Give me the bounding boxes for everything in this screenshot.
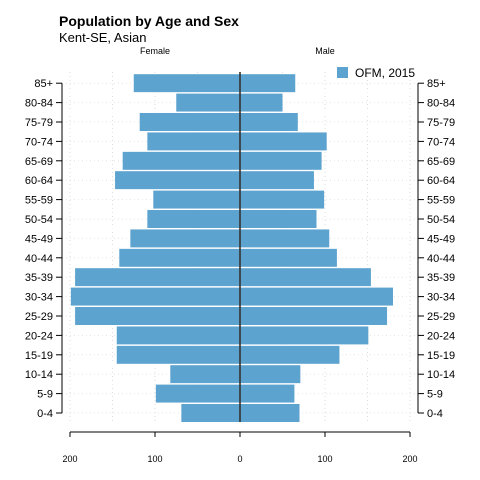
bar-female-15-19 [116, 345, 240, 364]
age-label-right: 40-44 [427, 253, 455, 265]
bar-female-65-69 [122, 151, 240, 170]
bar-female-45-49 [130, 229, 240, 248]
age-label-left: 20-24 [25, 330, 53, 342]
bar-female-25-29 [75, 307, 240, 325]
chart-title: Population by Age and Sex [59, 13, 239, 29]
bar-female-75-79 [139, 113, 240, 131]
bar-female-50-54 [147, 210, 240, 228]
bar-male-15-19 [240, 345, 340, 364]
bar-female-40-44 [119, 248, 240, 267]
age-label-right: 45-49 [427, 233, 455, 245]
bar-female-85+ [133, 74, 240, 93]
age-label-right: 75-79 [427, 117, 455, 129]
age-label-left: 50-54 [25, 214, 53, 226]
age-label-left: 60-64 [25, 175, 53, 187]
age-label-right: 25-29 [427, 311, 455, 323]
side-label-female: Female [140, 46, 170, 56]
x-tick-label: 200 [62, 454, 77, 464]
age-label-left: 15-19 [25, 350, 53, 362]
age-label-right: 30-34 [427, 292, 455, 304]
age-label-left: 65-69 [25, 156, 53, 168]
bar-male-80-84 [240, 93, 283, 112]
x-tick-label: 0 [237, 454, 242, 464]
age-label-right: 15-19 [427, 350, 455, 362]
bar-male-55-59 [240, 190, 325, 209]
bar-female-70-74 [147, 132, 240, 151]
age-label-right: 0-4 [427, 408, 443, 420]
bar-male-25-29 [240, 307, 388, 325]
age-label-left: 40-44 [25, 253, 53, 265]
age-label-right: 65-69 [427, 156, 455, 168]
age-label-left: 30-34 [25, 292, 53, 304]
age-label-right: 20-24 [427, 330, 455, 342]
chart-subtitle: Kent-SE, Asian [59, 30, 147, 45]
bar-male-45-49 [240, 229, 330, 248]
bar-female-35-39 [75, 268, 240, 287]
bar-male-85+ [240, 74, 296, 93]
bar-male-75-79 [240, 113, 298, 131]
bar-female-5-9 [155, 384, 240, 403]
bar-female-10-14 [170, 365, 240, 384]
bar-male-40-44 [240, 248, 337, 267]
age-label-right: 10-14 [427, 369, 455, 381]
age-label-left: 35-39 [25, 272, 53, 284]
legend-label: OFM, 2015 [355, 66, 415, 80]
age-label-right: 60-64 [427, 175, 455, 187]
age-label-left: 75-79 [25, 117, 53, 129]
legend-swatch [337, 67, 348, 78]
age-label-left: 0-4 [37, 408, 53, 420]
age-label-right: 55-59 [427, 195, 455, 207]
bar-male-20-24 [240, 326, 369, 345]
x-tick-label: 200 [402, 454, 417, 464]
age-label-right: 50-54 [427, 214, 455, 226]
age-label-right: 5-9 [427, 389, 443, 401]
bar-female-0-4 [181, 404, 240, 422]
bar-female-20-24 [116, 326, 240, 345]
side-label-male: Male [315, 46, 335, 56]
bar-female-60-64 [115, 171, 240, 190]
bar-male-60-64 [240, 171, 314, 190]
bar-female-80-84 [176, 93, 240, 112]
bar-male-0-4 [240, 404, 300, 422]
age-label-left: 80-84 [25, 98, 53, 110]
bar-male-65-69 [240, 151, 322, 170]
age-label-left: 10-14 [25, 369, 53, 381]
age-label-right: 80-84 [427, 98, 455, 110]
x-tick-label: 100 [317, 454, 332, 464]
bar-male-30-34 [240, 287, 393, 306]
age-label-left: 45-49 [25, 233, 53, 245]
bar-female-30-34 [70, 287, 240, 306]
bar-male-5-9 [240, 384, 295, 403]
age-label-right: 70-74 [427, 136, 455, 148]
age-label-left: 70-74 [25, 136, 53, 148]
bar-male-50-54 [240, 210, 317, 228]
age-label-right: 35-39 [427, 272, 455, 284]
age-label-left: 85+ [34, 78, 53, 90]
age-label-left: 55-59 [25, 195, 53, 207]
bar-male-35-39 [240, 268, 371, 287]
age-label-left: 5-9 [37, 389, 53, 401]
bar-female-55-59 [153, 190, 240, 209]
bar-male-70-74 [240, 132, 327, 151]
x-tick-label: 100 [147, 454, 162, 464]
age-label-right: 85+ [427, 78, 446, 90]
age-label-left: 25-29 [25, 311, 53, 323]
bar-male-10-14 [240, 365, 301, 384]
